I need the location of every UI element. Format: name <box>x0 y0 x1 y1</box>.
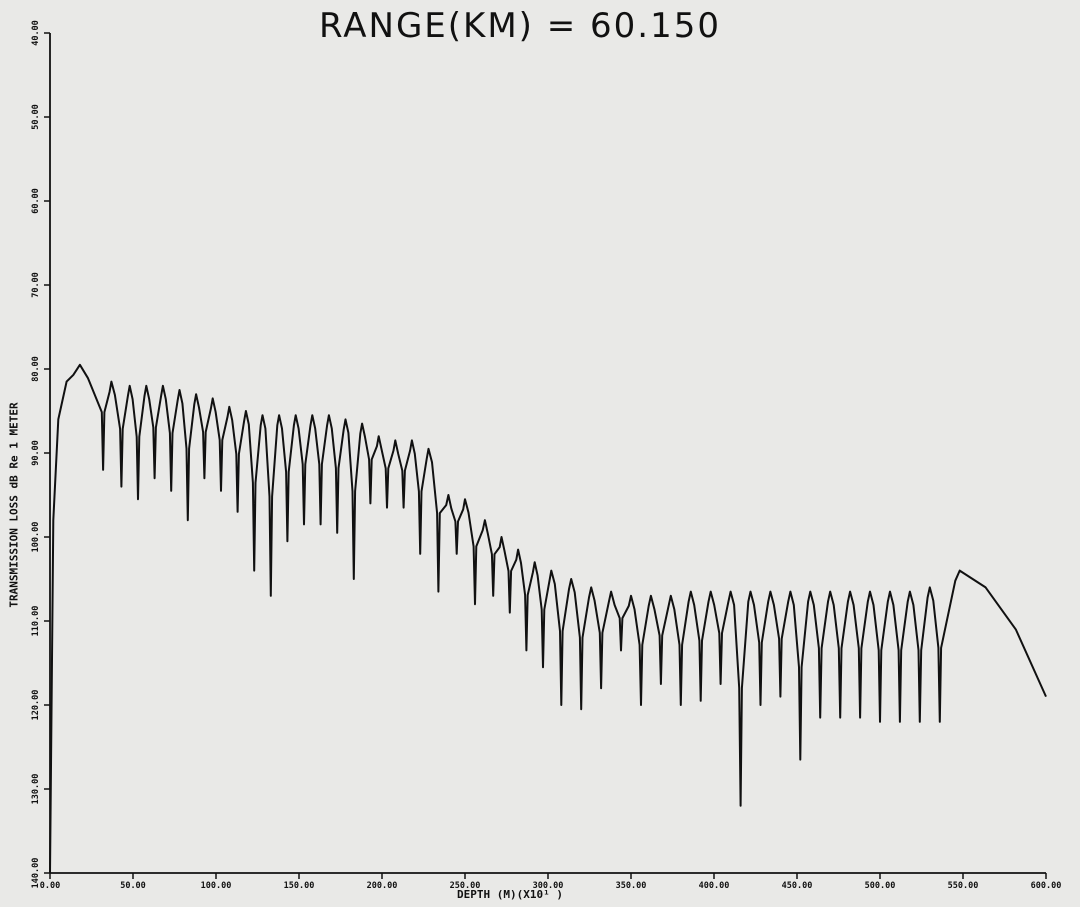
y-tick-label: 90.00 <box>31 440 41 466</box>
y-tick-label: 40.00 <box>31 20 41 46</box>
x-tick-label: 550.00 <box>948 881 979 891</box>
x-tick-label: 600.00 <box>1031 881 1062 891</box>
y-tick-label: 130.00 <box>31 774 41 805</box>
chart-title: RANGE(KM) = 60.150 <box>319 6 721 46</box>
y-tick-label: 70.00 <box>31 272 41 298</box>
x-tick-label: 400.00 <box>699 881 730 891</box>
y-tick-label: 50.00 <box>31 104 41 130</box>
y-axis-label: TRANSMISSION LOSS dB Re 1 METER <box>7 402 21 608</box>
x-tick-label: 200.00 <box>367 881 398 891</box>
y-tick-label: 140.00 <box>31 858 41 889</box>
y-tick-label: 80.00 <box>31 356 41 382</box>
x-tick-label: 500.00 <box>865 881 896 891</box>
ticks: 0.00 50.00 100.00 150.00 200.00 250.00 300.00 3… <box>31 20 1061 891</box>
y-tick-label: 60.00 <box>31 188 41 214</box>
y-tick-label: 120.00 <box>31 690 41 721</box>
series <box>49 363 1047 874</box>
axes <box>49 33 1046 874</box>
x-axis-label: DEPTH (M)(X10¹ ) <box>457 888 563 901</box>
y-tick-label: 100.00 <box>31 522 41 553</box>
x-tick-label: 150.00 <box>284 881 315 891</box>
x-tick-label: 450.00 <box>782 881 813 891</box>
x-tick-label: 250.00 <box>450 881 481 891</box>
x-tick-label: 300.00 <box>533 881 564 891</box>
x-tick-label: 0.00 <box>40 881 60 891</box>
x-tick-label: 100.00 <box>201 881 232 891</box>
series-line-0 <box>49 363 1047 874</box>
x-tick-label: 350.00 <box>616 881 647 891</box>
x-tick-label: 50.00 <box>120 881 146 891</box>
y-tick-label: 110.00 <box>31 606 41 637</box>
